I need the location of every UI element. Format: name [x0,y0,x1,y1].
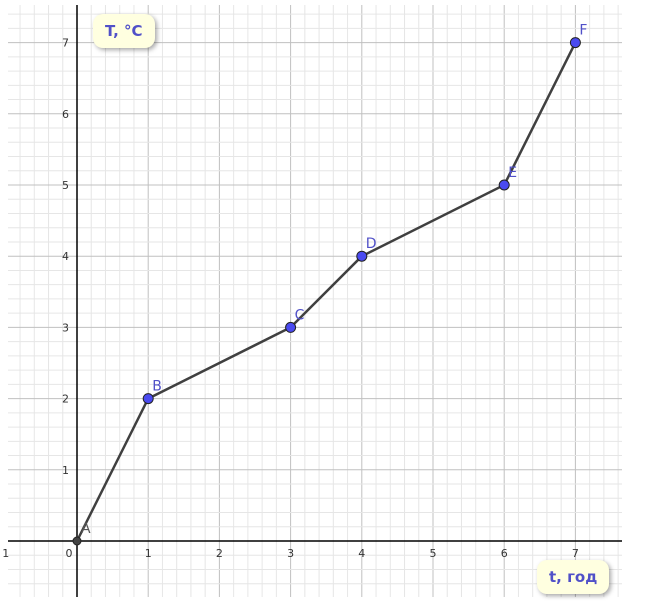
x-tick-label: 7 [572,547,579,560]
y-tick-label: 2 [62,393,69,406]
y-axis-label: T, °C [93,14,155,48]
series-line [75,42,577,542]
point-label: F [579,23,587,39]
y-tick-label: 3 [62,321,69,334]
y-tick-label: 6 [62,108,69,121]
x-tick-label: 5 [430,547,437,560]
point-label: E [508,165,517,181]
x-tick-label: 1 [2,547,9,560]
y-tick-label: 1 [62,464,69,477]
x-tick-label: 6 [501,547,508,560]
x-tick-label: 2 [216,547,223,560]
point-A [72,536,82,546]
point-label: A [81,521,91,537]
x-tick-label: 0 [66,547,73,560]
x-tick-label: 3 [287,547,294,560]
x-tick-label: 1 [145,547,152,560]
y-tick-label: 4 [62,250,69,263]
point-label: B [152,379,162,395]
point-D [356,250,368,262]
point-label: D [366,236,377,252]
point-F [569,37,581,49]
point-E [498,179,510,191]
x-tick-label: 4 [358,547,365,560]
point-label: C [295,307,305,323]
point-B [142,393,154,405]
point-C [285,321,297,333]
y-tick-label: 5 [62,179,69,192]
y-tick-label: 7 [62,37,69,50]
x-axis-label: t, год [537,560,610,594]
